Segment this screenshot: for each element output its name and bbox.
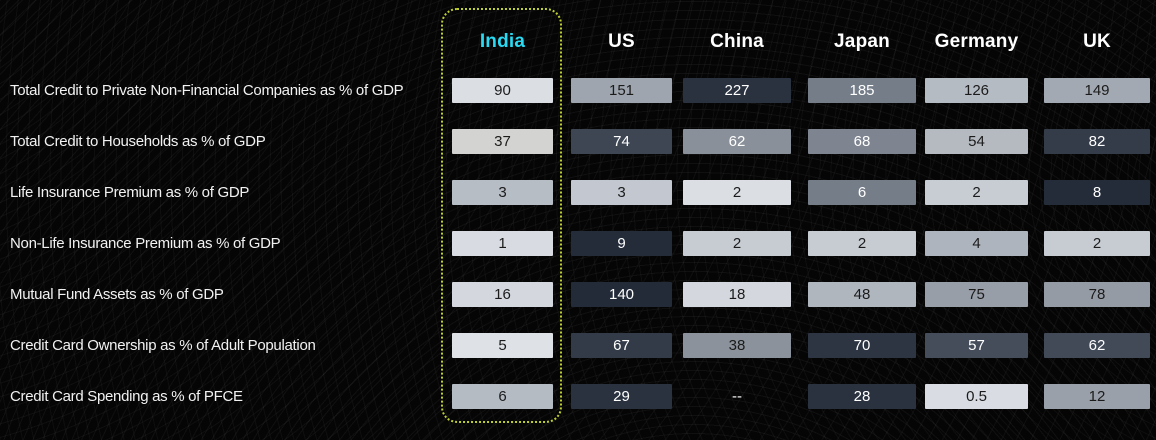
value-cell: 78 bbox=[1044, 282, 1150, 307]
value-cell: 12 bbox=[1044, 384, 1150, 409]
column-header-us: US bbox=[608, 31, 635, 52]
column-header-india: India bbox=[479, 31, 526, 52]
value-cell: 16 bbox=[452, 282, 553, 307]
value-cell: 54 bbox=[925, 129, 1028, 154]
value-cell: 6 bbox=[808, 180, 916, 205]
value-cell-missing: -- bbox=[732, 388, 742, 405]
value-cell: 82 bbox=[1044, 129, 1150, 154]
row-label: Non-Life Insurance Premium as % of GDP bbox=[10, 235, 281, 252]
value-cell: 2 bbox=[1044, 231, 1150, 256]
row-label: Credit Card Ownership as % of Adult Popu… bbox=[10, 337, 316, 354]
value-cell: 28 bbox=[808, 384, 916, 409]
value-cell: 126 bbox=[925, 78, 1028, 103]
value-cell: 149 bbox=[1044, 78, 1150, 103]
value-cell: 74 bbox=[571, 129, 672, 154]
value-cell: 90 bbox=[452, 78, 553, 103]
value-cell: 29 bbox=[571, 384, 672, 409]
value-cell: 151 bbox=[571, 78, 672, 103]
value-cell: 1 bbox=[452, 231, 553, 256]
india-column-highlight-border bbox=[441, 8, 562, 423]
value-cell: 75 bbox=[925, 282, 1028, 307]
value-cell: 68 bbox=[808, 129, 916, 154]
value-cell: 62 bbox=[1044, 333, 1150, 358]
row-label: Credit Card Spending as % of PFCE bbox=[10, 388, 243, 405]
column-header-japan: Japan bbox=[834, 31, 890, 52]
column-header-germany: Germany bbox=[934, 31, 1019, 52]
value-cell: 227 bbox=[683, 78, 791, 103]
value-cell: 4 bbox=[925, 231, 1028, 256]
value-cell: 0.5 bbox=[925, 384, 1028, 409]
value-cell: 67 bbox=[571, 333, 672, 358]
value-cell: 3 bbox=[571, 180, 672, 205]
row-label: Mutual Fund Assets as % of GDP bbox=[10, 286, 224, 303]
value-cell: 57 bbox=[925, 333, 1028, 358]
value-cell: 6 bbox=[452, 384, 553, 409]
row-label: Total Credit to Private Non-Financial Co… bbox=[10, 82, 404, 99]
column-header-china: China bbox=[710, 31, 764, 52]
value-cell: 5 bbox=[452, 333, 553, 358]
value-cell: 2 bbox=[808, 231, 916, 256]
value-cell: 185 bbox=[808, 78, 916, 103]
value-cell: 38 bbox=[683, 333, 791, 358]
row-label: Total Credit to Households as % of GDP bbox=[10, 133, 266, 150]
value-cell: 3 bbox=[452, 180, 553, 205]
value-cell: 70 bbox=[808, 333, 916, 358]
value-cell: 37 bbox=[452, 129, 553, 154]
value-cell: 2 bbox=[683, 231, 791, 256]
value-cell: 8 bbox=[1044, 180, 1150, 205]
value-cell: 2 bbox=[683, 180, 791, 205]
value-cell: 62 bbox=[683, 129, 791, 154]
column-header-uk: UK bbox=[1083, 31, 1111, 52]
value-cell: 9 bbox=[571, 231, 672, 256]
value-cell: 2 bbox=[925, 180, 1028, 205]
value-cell: 140 bbox=[571, 282, 672, 307]
value-cell: 18 bbox=[683, 282, 791, 307]
row-label: Life Insurance Premium as % of GDP bbox=[10, 184, 250, 201]
value-cell: 48 bbox=[808, 282, 916, 307]
